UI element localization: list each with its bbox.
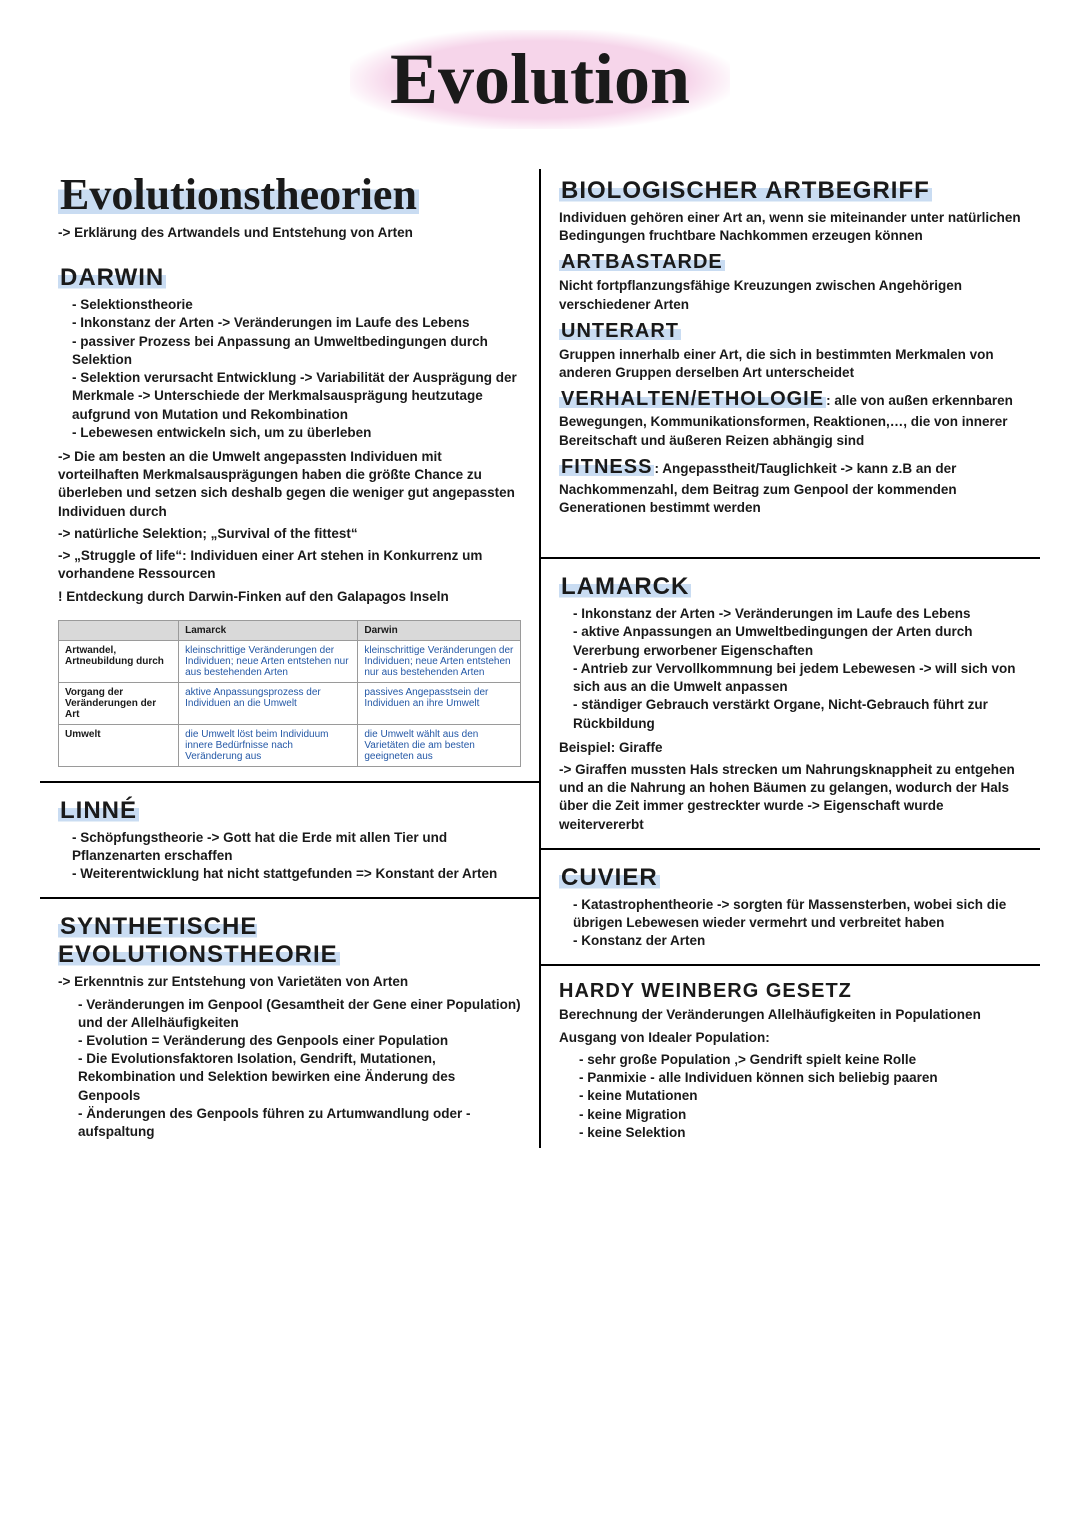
list-item: sehr große Population ‚> Gendrift spielt… [579,1051,1022,1069]
list-item: Katastrophentheorie -> sorgten für Masse… [573,896,1022,932]
list-item: Antrieb zur Vervollkommnung bei jedem Le… [573,660,1022,696]
darwin-para: -> „Struggle of life“: Individuen einer … [58,547,521,583]
list-item: Schöpfungstheorie -> Gott hat die Erde m… [72,829,521,865]
table-cell: passives Angepasstsein der Individuen an… [358,682,521,724]
darwin-para: ! Entdeckung durch Darwin-Finken auf den… [58,588,521,606]
table-header: Lamarck [179,620,358,640]
verhalten-line: VERHALTEN/ETHOLOGIE: alle von außen erke… [559,386,1022,449]
table-cell: die Umwelt löst beim Individuum innere B… [179,724,358,766]
list-item: Weiterentwicklung hat nicht stattgefunde… [72,865,521,883]
right-column: BIOLOGISCHER ARTBEGRIFF Individuen gehör… [541,169,1040,1148]
darwin-bullets: Selektionstheorie Inkonstanz der Arten -… [58,296,521,442]
lamarck-example-label: Beispiel: Giraffe [559,739,1022,757]
heading-linne: LINNÉ [58,797,521,825]
page-title: Evolution [350,30,730,129]
heading-artbegriff: BIOLOGISCHER ARTBEGRIFF [559,177,1022,205]
heading-synthetische: SYNTHETISCHE EVOLUTIONSTHEORIE [58,913,521,969]
hardy-line: Ausgang von Idealer Population: [559,1029,1022,1047]
hardy-bullets: sehr große Population ‚> Gendrift spielt… [559,1051,1022,1142]
heading-hardy-weinberg: HARDY WEINBERG GESETZ [559,980,1022,1003]
list-item: Evolution = Veränderung des Genpools ein… [78,1032,521,1050]
list-item: Inkonstanz der Arten -> Veränderungen im… [573,605,1022,623]
list-item: aktive Anpassungen an Umweltbedingungen … [573,623,1022,659]
table-row: Artwandel, Artneubildung durch kleinschr… [59,640,521,682]
table-header [59,620,179,640]
list-item: Inkonstanz der Arten -> Veränderungen im… [72,314,521,332]
list-item: Änderungen des Genpools führen zu Artumw… [78,1105,521,1141]
heading-unterart: UNTERART [559,320,1022,343]
horizontal-rule [541,964,1040,966]
horizontal-rule [40,781,539,783]
horizontal-rule [40,897,539,899]
heading-cuvier: CUVIER [559,864,1022,892]
synth-bullets: Veränderungen im Genpool (Gesamtheit der… [58,996,521,1142]
list-item: Lebewesen entwickeln sich, um zu überleb… [72,424,521,442]
table-row: Vorgang der Veränderungen der Art aktive… [59,682,521,724]
horizontal-rule [541,848,1040,850]
horizontal-rule [541,557,1040,559]
fitness-line: FITNESS: Angepasstheit/Tauglichkeit -> k… [559,454,1022,517]
table-cell: Vorgang der Veränderungen der Art [59,682,179,724]
cuvier-bullets: Katastrophentheorie -> sorgten für Masse… [559,896,1022,951]
heading-evolutionstheorien: Evolutionstheorien [58,169,521,220]
hardy-line: Berechnung der Veränderungen Allelhäufig… [559,1006,1022,1024]
heading-verhalten: VERHALTEN/ETHOLOGIE [559,388,826,410]
darwin-para: -> natürliche Selektion; „Survival of th… [58,525,521,543]
synth-intro: -> Erkenntnis zur Entstehung von Varietä… [58,973,521,991]
two-column-layout: Evolutionstheorien -> Erklärung des Artw… [40,169,1040,1148]
list-item: passiver Prozess bei Anpassung an Umwelt… [72,333,521,369]
table-cell: Umwelt [59,724,179,766]
heading-darwin: DARWIN [58,264,521,292]
list-item: Selektionstheorie [72,296,521,314]
lamarck-bullets: Inkonstanz der Arten -> Veränderungen im… [559,605,1022,733]
list-item: Panmixie - alle Individuen können sich b… [579,1069,1022,1087]
table-cell: die Umwelt wählt aus den Varietäten die … [358,724,521,766]
artbegriff-text: Individuen gehören einer Art an, wenn si… [559,209,1022,245]
lamarck-example-text: -> Giraffen mussten Hals strecken um Nah… [559,761,1022,834]
table-cell: kleinschrittige Veränderungen der Indivi… [179,640,358,682]
comparison-table: Lamarck Darwin Artwandel, Artneubildung … [58,620,521,767]
list-item: Konstanz der Arten [573,932,1022,950]
table-header: Darwin [358,620,521,640]
darwin-para: -> Die am besten an die Umwelt angepasst… [58,448,521,521]
heading-lamarck: LAMARCK [559,573,1022,601]
table-cell: Artwandel, Artneubildung durch [59,640,179,682]
linne-bullets: Schöpfungstheorie -> Gott hat die Erde m… [58,829,521,884]
heading-artbastarde: ARTBASTARDE [559,251,1022,274]
heading-fitness: FITNESS [559,456,654,478]
list-item: Selektion verursacht Entwicklung -> Vari… [72,369,521,424]
table-cell: kleinschrittige Veränderungen der Indivi… [358,640,521,682]
subtitle-evolutionstheorien: -> Erklärung des Artwandels und Entstehu… [58,224,521,242]
list-item: keine Mutationen [579,1087,1022,1105]
unterart-text: Gruppen innerhalb einer Art, die sich in… [559,346,1022,382]
list-item: keine Migration [579,1106,1022,1124]
list-item: Veränderungen im Genpool (Gesamtheit der… [78,996,521,1032]
list-item: keine Selektion [579,1124,1022,1142]
left-column: Evolutionstheorien -> Erklärung des Artw… [40,169,541,1148]
list-item: Die Evolutionsfaktoren Isolation, Gendri… [78,1050,521,1105]
list-item: ständiger Gebrauch verstärkt Organe, Nic… [573,696,1022,732]
artbastarde-text: Nicht fortpflanzungsfähige Kreuzungen zw… [559,277,1022,313]
table-cell: aktive Anpassungsprozess der Individuen … [179,682,358,724]
table-row: Umwelt die Umwelt löst beim Individuum i… [59,724,521,766]
